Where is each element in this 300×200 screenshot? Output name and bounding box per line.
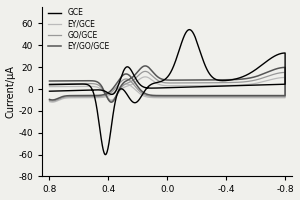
GCE [104, 153, 107, 156]
EY/GO/GCE [246, 94, 249, 97]
GCE [246, 84, 249, 87]
EY/GCE [250, 97, 253, 99]
Line: EY/GO/GCE: EY/GO/GCE [50, 66, 285, 102]
Line: EY/GCE: EY/GCE [50, 77, 285, 102]
EY/GCE [143, 76, 147, 78]
GCE [62, 83, 65, 86]
EY/GO/GCE [250, 94, 253, 97]
EY/GCE [85, 85, 89, 88]
GCE [85, 83, 89, 86]
GCE [272, 83, 275, 86]
GCE [48, 90, 51, 92]
GO/GCE [110, 100, 113, 102]
EY/GO/GCE [62, 80, 65, 82]
EY/GCE [176, 85, 180, 87]
GO/GCE [250, 95, 253, 98]
EY/GCE [62, 85, 65, 88]
GCE [48, 83, 51, 86]
GO/GCE [177, 82, 180, 84]
EY/GCE [51, 101, 54, 103]
EY/GCE [48, 85, 51, 88]
GCE [188, 28, 191, 31]
EY/GO/GCE [272, 94, 275, 97]
Line: GCE: GCE [50, 30, 285, 155]
GO/GCE [85, 82, 89, 85]
GCE [176, 52, 180, 54]
GO/GCE [143, 70, 147, 73]
EY/GCE [246, 97, 249, 99]
EY/GCE [272, 97, 275, 99]
GO/GCE [48, 99, 51, 102]
EY/GO/GCE [85, 80, 89, 82]
EY/GO/GCE [177, 79, 180, 81]
EY/GO/GCE [48, 98, 51, 101]
GO/GCE [272, 95, 275, 98]
EY/GO/GCE [110, 101, 113, 103]
Legend: GCE, EY/GCE, GO/GCE, EY/GO/GCE: GCE, EY/GCE, GO/GCE, EY/GO/GCE [45, 5, 113, 53]
EY/GO/GCE [143, 65, 147, 67]
EY/GO/GCE [48, 80, 51, 82]
GO/GCE [48, 83, 51, 85]
Y-axis label: Current/μA: Current/μA [6, 65, 16, 118]
GO/GCE [246, 95, 249, 98]
Line: GO/GCE: GO/GCE [50, 71, 285, 101]
GCE [250, 84, 253, 86]
EY/GCE [48, 100, 51, 103]
GO/GCE [62, 83, 65, 85]
